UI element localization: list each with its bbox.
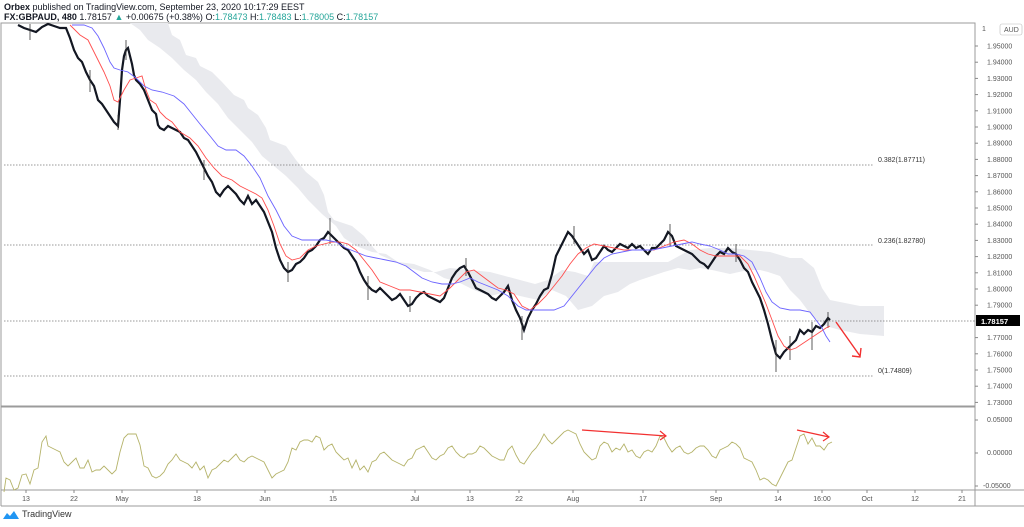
osc-tick: 0.05000 bbox=[987, 417, 1012, 424]
price-tick: 1.95000 bbox=[987, 44, 1012, 51]
time-tick: Aug bbox=[567, 496, 580, 503]
symbol-legend: FX:GBPAUD, 480 1.78157 ▲ +0.00675 (+0.38… bbox=[4, 12, 378, 22]
low-value: 1.78005 bbox=[301, 12, 335, 22]
price-tick: 1.94000 bbox=[987, 60, 1012, 67]
last-price: 1.78157 bbox=[79, 12, 112, 22]
open-label: O: bbox=[205, 12, 215, 22]
price-tick: 1.77000 bbox=[987, 335, 1012, 342]
oscillator-axis[interactable]: 0.05000 0.00000 -0.05000 bbox=[975, 417, 1012, 490]
price-tick: 1.74000 bbox=[987, 384, 1012, 391]
tradingview-brand: TradingView bbox=[22, 509, 72, 519]
time-tick: 22 bbox=[70, 496, 78, 503]
current-price-badge bbox=[976, 315, 1020, 326]
time-tick: 16:00 bbox=[813, 496, 831, 503]
oscillator-line bbox=[3, 429, 833, 493]
currency-label: AUD bbox=[1004, 27, 1019, 34]
price-tick: 1.80000 bbox=[987, 287, 1012, 294]
time-tick: 12 bbox=[911, 496, 919, 503]
up-arrow-icon: ▲ bbox=[114, 12, 124, 22]
price-tick: 1.76000 bbox=[987, 351, 1012, 358]
price-tick: 1.91000 bbox=[987, 108, 1012, 115]
published-text: published on TradingView.com, September … bbox=[32, 2, 305, 12]
close-label: C: bbox=[336, 12, 346, 22]
down-arrow-annotation[interactable] bbox=[835, 321, 862, 358]
price-tick: 1.85000 bbox=[987, 206, 1012, 213]
price-tick: 1.86000 bbox=[987, 189, 1012, 196]
time-tick: 21 bbox=[958, 496, 966, 503]
price-tick: 1.82000 bbox=[987, 254, 1012, 261]
osc-tick: 0.00000 bbox=[987, 450, 1012, 457]
price-tick: 1.75000 bbox=[987, 368, 1012, 375]
price-change: +0.00675 (+0.38%) bbox=[125, 12, 203, 22]
time-tick: Jun bbox=[259, 496, 270, 503]
price-tick: 1.93000 bbox=[987, 76, 1012, 83]
price-tick: 1.92000 bbox=[987, 92, 1012, 99]
fast-ma-line bbox=[69, 24, 831, 351]
fib-0-label: 0(1.74809) bbox=[878, 368, 912, 375]
high-label: H: bbox=[250, 12, 260, 22]
time-tick: Oct bbox=[862, 496, 873, 503]
price-tick: 1.73000 bbox=[987, 400, 1012, 407]
tradingview-logo[interactable]: TradingView bbox=[3, 509, 72, 519]
price-tick: 1 bbox=[982, 26, 986, 33]
divergence-arrow-2[interactable] bbox=[796, 429, 831, 442]
time-axis[interactable]: 13 22 May 18 Jun 15 Jul 13 22 Aug 17 Sep 14 16:00 Oct 1… bbox=[22, 490, 966, 503]
price-tick: 1.87000 bbox=[987, 173, 1012, 180]
price-tick: 1.79000 bbox=[987, 303, 1012, 310]
oscillator-pane-frame bbox=[0, 406, 976, 491]
time-tick: 15 bbox=[329, 496, 337, 503]
time-tick: 13 bbox=[466, 496, 474, 503]
price-tick: 1.84000 bbox=[987, 222, 1012, 229]
time-tick: 22 bbox=[515, 496, 523, 503]
divergence-arrow-1[interactable] bbox=[581, 429, 668, 441]
high-value: 1.78483 bbox=[259, 12, 292, 22]
slow-ma-line bbox=[72, 24, 831, 343]
price-tick: 1.88000 bbox=[987, 157, 1012, 164]
low-label: L: bbox=[294, 12, 302, 22]
time-tick: Sep bbox=[710, 496, 723, 503]
fib-0236-label: 0.236(1.82780) bbox=[878, 238, 925, 245]
current-price-label: 1.78157 bbox=[981, 317, 1008, 326]
price-tick: 1.90000 bbox=[987, 125, 1012, 132]
time-tick: 18 bbox=[193, 496, 201, 503]
fib-0382-label: 0.382(1.87711) bbox=[878, 157, 925, 164]
time-tick: 13 bbox=[22, 496, 30, 503]
symbol-label: FX:GBPAUD, 480 bbox=[4, 12, 77, 22]
osc-tick: -0.05000 bbox=[983, 483, 1011, 490]
currency-badge bbox=[999, 23, 1023, 36]
open-value: 1.78473 bbox=[214, 12, 248, 22]
time-tick: May bbox=[115, 496, 129, 503]
close-value: 1.78157 bbox=[345, 12, 379, 22]
price-tick: 1.83000 bbox=[987, 238, 1012, 245]
price-tick: 1.89000 bbox=[987, 141, 1012, 148]
time-tick: 17 bbox=[639, 496, 647, 503]
publisher-name: Orbex bbox=[4, 2, 31, 12]
candle-wicks bbox=[29, 24, 829, 372]
price-tick: 1.81000 bbox=[987, 270, 1012, 277]
candlesticks bbox=[17, 22, 831, 360]
tradingview-logo-icon bbox=[3, 510, 19, 519]
time-tick: 14 bbox=[774, 496, 782, 503]
main-pane-frame bbox=[0, 22, 976, 407]
publish-info: Orbex published on TradingView.com, Sept… bbox=[4, 2, 305, 12]
price-axis[interactable]: 1 AUD 1.95000 1.94000 1.93000 1.92000 1.9100… bbox=[975, 23, 1023, 407]
time-tick: Jul bbox=[411, 496, 420, 503]
